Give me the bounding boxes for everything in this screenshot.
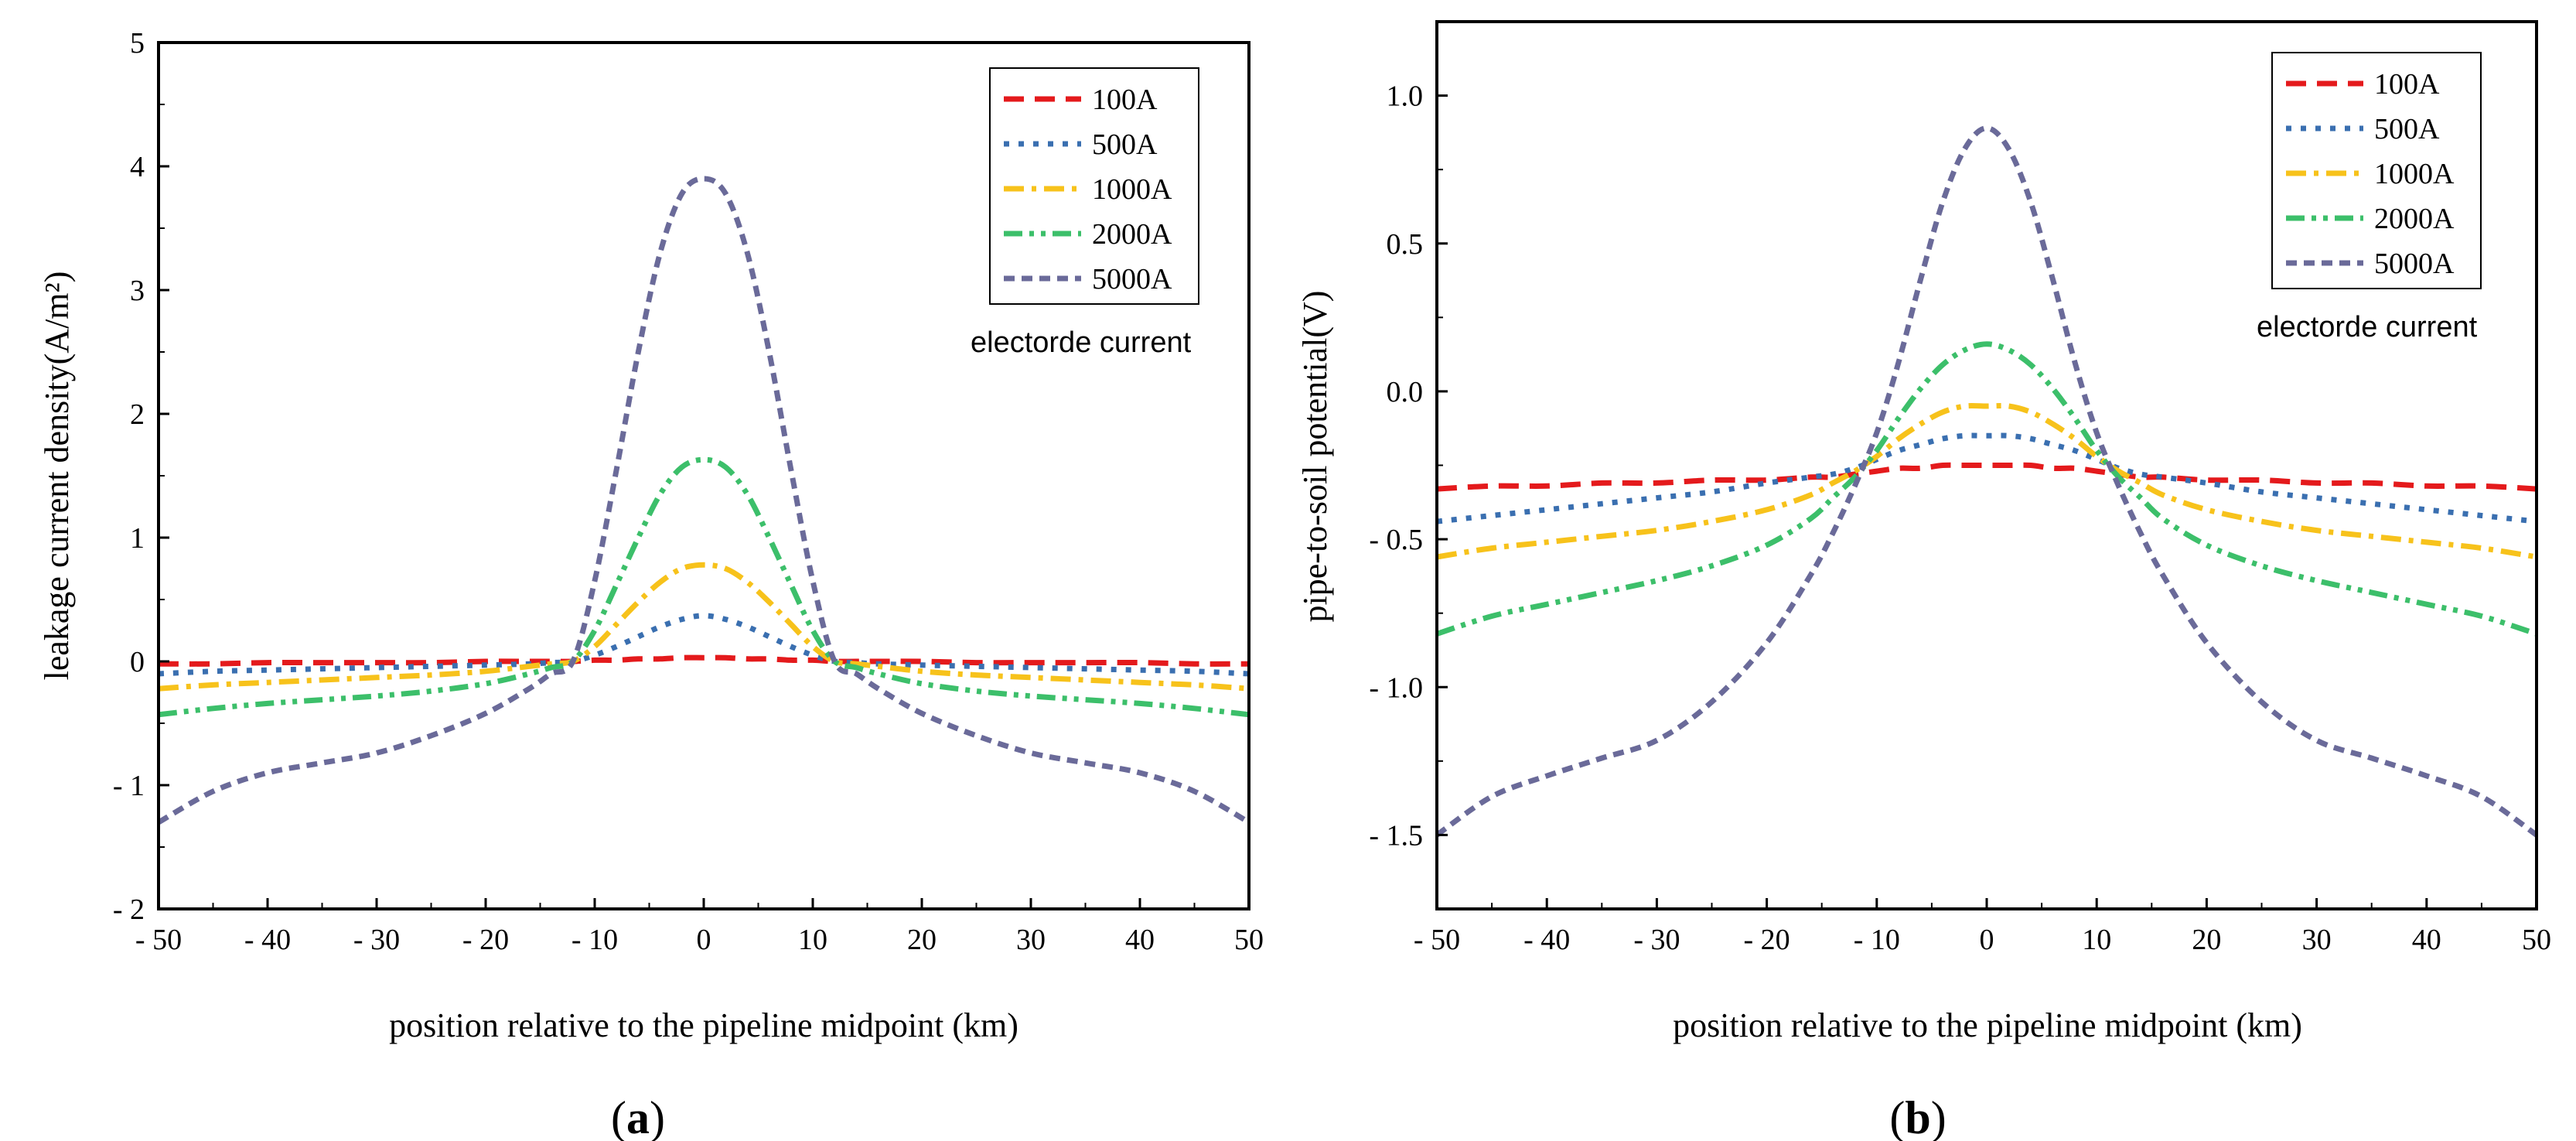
chart-a-axes: - 50- 40- 30- 20- 10 0 10 20 30 40 50- 2- 1012… xyxy=(113,27,1264,956)
chart-b-legend-label-2000A: 2000A xyxy=(2374,203,2455,235)
chart-a-y-tick-label: 5 xyxy=(130,27,145,60)
chart-a-x-tick-label: - 10 xyxy=(571,924,618,956)
chart-b-series-line-2000A xyxy=(1435,341,2538,637)
chart-a-legend-note: electorde current xyxy=(971,326,1192,359)
chart-a-y-axis-title: leakage current density(A/m²) xyxy=(38,272,76,681)
chart-a-series-line-1000A xyxy=(158,562,1250,692)
chart-b-y-tick-label: 0.5 xyxy=(1387,228,1424,261)
chart-b-x-tick-label: 0 xyxy=(1980,924,1994,956)
chart-b-x-tick-label: 20 xyxy=(2192,924,2221,956)
chart-b-x-tick-label: - 20 xyxy=(1744,924,1790,956)
chart-b-series-line-1000A xyxy=(1436,402,2537,560)
chart-a-y-tick-label: 1 xyxy=(130,522,145,555)
chart-a-y-tick-label: - 1 xyxy=(113,770,145,802)
chart-b-y-axis-title: pipe-to-soil potential(V) xyxy=(1296,291,1334,623)
chart-a-x-tick-label: 50 xyxy=(1234,924,1264,956)
chart-b-y-tick-label: - 1.5 xyxy=(1369,819,1423,852)
chart-b-x-tick-label: - 30 xyxy=(1633,924,1680,956)
chart-b-x-tick-label: 30 xyxy=(2302,924,2332,956)
chart-b-x-tick-label: - 10 xyxy=(1854,924,1900,956)
chart-b-legend-label-100A: 100A xyxy=(2374,68,2440,101)
chart-a-x-tick-label: - 40 xyxy=(244,924,291,956)
chart-a-x-axis-title: position relative to the pipeline midpoi… xyxy=(389,1006,1018,1044)
chart-b-x-tick-label: 10 xyxy=(2082,924,2111,956)
chart-a-legend-label-500A: 500A xyxy=(1092,128,1158,161)
chart-b-legend: 100A 500A 1000A 2000A 5000A xyxy=(2271,52,2482,289)
chart-a-legend-label-5000A: 5000A xyxy=(1092,263,1172,295)
chart-b-series-layer xyxy=(1435,125,2539,838)
chart-b-legend-label-5000A: 5000A xyxy=(2374,248,2455,280)
chart-b: - 50 - 40 - 30 - 20 - 10 0 10 20 30 40 50 - 1.5 - 1.… xyxy=(1296,20,2551,1141)
chart-b-y-tick-label: - 1.0 xyxy=(1369,671,1423,704)
chart-a-y-tick-label: - 2 xyxy=(113,893,145,926)
chart-a-series-layer xyxy=(157,176,1250,825)
chart-b-panel-letter: b xyxy=(1905,1092,1930,1141)
chart-b-axes: - 50 - 40 - 30 - 20 - 10 0 10 20 30 40 50 - 1.5 - 1.… xyxy=(1369,80,2551,956)
chart-a-series-line-2000A xyxy=(158,456,1250,718)
chart-b-legend-label-500A: 500A xyxy=(2374,113,2440,145)
chart-a-x-tick-label: 0 xyxy=(697,924,711,956)
chart-b-x-tick-label: - 40 xyxy=(1523,924,1570,956)
chart-a-legend-label-100A: 100A xyxy=(1092,84,1158,116)
chart-a-panel-letter: a xyxy=(626,1092,650,1141)
chart-b-x-tick-label: 50 xyxy=(2522,924,2551,956)
chart-a-legend-label-1000A: 1000A xyxy=(1092,173,1172,206)
chart-b-x-tick-label: 40 xyxy=(2412,924,2441,956)
chart-a-y-tick-label: 0 xyxy=(130,646,145,678)
chart-a-y-tick-label: 3 xyxy=(130,275,145,307)
chart-b-series-line-100A xyxy=(1436,462,2537,492)
chart-a-legend-box xyxy=(989,67,1199,305)
chart-a-x-tick-label: - 20 xyxy=(462,924,509,956)
chart-b-x-tick-label: - 50 xyxy=(1414,924,1460,956)
chart-b-panel-label: (b) xyxy=(1889,1092,1946,1141)
chart-a-panel-label: (a) xyxy=(611,1092,665,1141)
chart-b-series-line-5000A xyxy=(1435,125,2539,838)
chart-a-x-tick-label: 10 xyxy=(798,924,827,956)
chart-a-y-tick-label: 4 xyxy=(130,151,145,183)
chart-a-x-tick-label: - 50 xyxy=(135,924,182,956)
chart-a-series-line-100A xyxy=(158,654,1250,667)
chart-b-x-axis-title: position relative to the pipeline midpoi… xyxy=(1673,1006,2302,1044)
chart-b-y-tick-label: 1.0 xyxy=(1387,80,1424,113)
chart-b-y-tick-label: - 0.5 xyxy=(1369,524,1423,556)
chart-b-legend-label-1000A: 1000A xyxy=(2374,158,2455,190)
chart-b-series-line-500A xyxy=(1436,432,2537,524)
chart-a-legend: 100A 500A 1000A 2000A 5000A xyxy=(989,67,1199,305)
chart-b-legend-box xyxy=(2271,52,2482,289)
chart-a-y-tick-label: 2 xyxy=(130,398,145,431)
chart-a-x-tick-label: - 30 xyxy=(353,924,400,956)
chart-a: - 50- 40- 30- 20- 10 0 10 20 30 40 50- 2- 1012… xyxy=(38,27,1264,1141)
chart-a-legend-label-2000A: 2000A xyxy=(1092,218,1172,251)
chart-a-x-tick-label: 40 xyxy=(1125,924,1155,956)
chart-b-y-tick-label: 0.0 xyxy=(1387,376,1424,408)
chart-a-x-tick-label: 30 xyxy=(1016,924,1046,956)
chart-a-x-tick-label: 20 xyxy=(907,924,937,956)
chart-b-legend-note: electorde current xyxy=(2257,311,2478,343)
